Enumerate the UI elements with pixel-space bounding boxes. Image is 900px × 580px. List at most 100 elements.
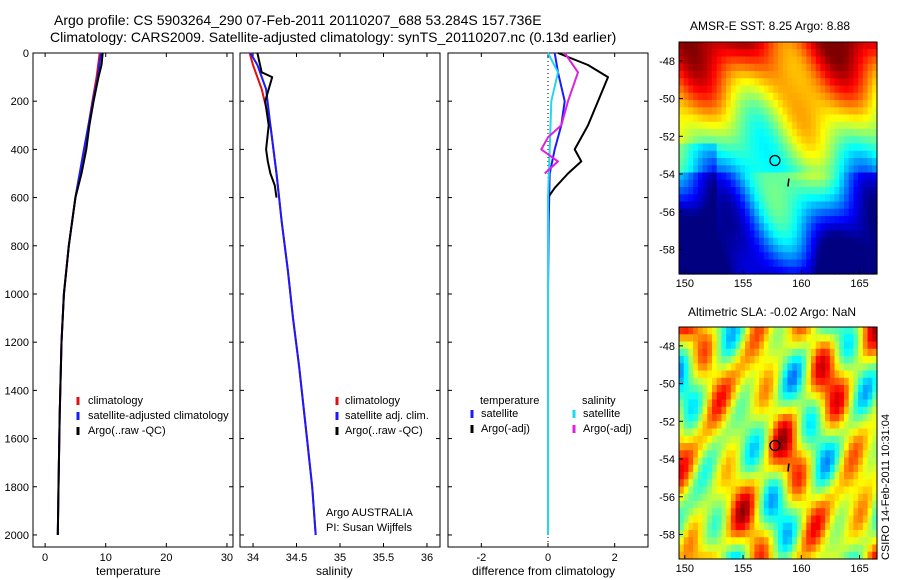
map-cell <box>834 223 840 232</box>
map-cell <box>792 551 798 560</box>
map-cell <box>811 259 817 268</box>
map-cell <box>811 472 817 480</box>
map-cell <box>834 165 840 174</box>
x-tick-label: 165 <box>850 563 868 575</box>
map-cell <box>872 179 878 188</box>
map-cell <box>683 71 690 79</box>
map-cell <box>730 551 737 560</box>
map-cell <box>749 201 756 210</box>
map-cell <box>806 515 812 524</box>
map-cell <box>749 172 756 181</box>
map-cell <box>768 370 774 379</box>
map-cell <box>712 49 718 58</box>
map-cell <box>853 406 859 415</box>
map-cell <box>735 216 741 224</box>
map-cell <box>716 544 723 553</box>
map-cell <box>782 406 789 415</box>
map-cell <box>726 56 732 65</box>
map-cell <box>834 334 840 343</box>
map-cell <box>683 414 690 422</box>
map-cell <box>735 237 741 246</box>
map-cell <box>740 399 746 408</box>
map-cell <box>721 472 727 480</box>
map-cell <box>853 143 859 152</box>
map-cell <box>839 172 845 181</box>
map-cell <box>820 136 826 145</box>
map-cell <box>763 348 770 357</box>
map-cell <box>796 334 803 343</box>
map-cell <box>867 515 873 524</box>
map-cell <box>858 230 864 239</box>
map-cell <box>811 150 817 159</box>
map-cell <box>820 443 826 451</box>
map-cell <box>862 194 869 203</box>
map-cell <box>688 100 694 108</box>
map-cell <box>782 172 789 181</box>
map-cell <box>726 63 732 72</box>
map-cell <box>806 266 812 275</box>
map-cell <box>716 464 723 473</box>
map-cell <box>707 208 713 217</box>
map-cell <box>763 223 770 232</box>
map-cell <box>768 472 774 480</box>
map-cell <box>726 501 732 509</box>
map-cell <box>740 421 746 430</box>
map-cell <box>853 245 859 253</box>
map-cell <box>726 399 732 408</box>
map-cell <box>848 479 855 488</box>
map-cell <box>716 230 723 239</box>
map-cell <box>726 49 732 58</box>
map-cell <box>825 370 831 379</box>
map-cell <box>867 544 873 553</box>
map-cell <box>778 266 784 275</box>
map-cell <box>773 443 779 451</box>
map-cell <box>796 158 803 166</box>
map-cell <box>707 450 713 459</box>
map-cell <box>825 508 831 517</box>
map-cell <box>679 172 685 181</box>
map-cell <box>721 143 727 152</box>
map-cell <box>712 472 718 480</box>
map-cell <box>872 515 878 524</box>
map-cell <box>862 414 869 422</box>
map-cell <box>683 450 690 459</box>
map-cell <box>782 114 789 123</box>
map-cell <box>693 435 699 444</box>
map-cell <box>825 114 831 123</box>
map-cell <box>848 363 855 372</box>
map-cell <box>862 107 869 116</box>
map-cell <box>844 78 850 87</box>
map-cell <box>716 341 723 350</box>
map-cell <box>782 356 789 364</box>
y-tick-label: -48 <box>659 341 675 353</box>
map-cell <box>867 201 873 210</box>
map-cell <box>726 194 732 203</box>
map-cell <box>740 370 746 379</box>
map-cell <box>834 435 840 444</box>
map-cell <box>754 216 760 224</box>
map-cell <box>745 172 751 181</box>
map-cell <box>768 406 774 415</box>
map-cell <box>735 457 741 466</box>
map-cell <box>872 71 878 79</box>
map-cell <box>749 143 756 152</box>
map-cell <box>707 508 713 517</box>
map-cell <box>702 172 708 181</box>
map-cell <box>853 508 859 517</box>
map-cell <box>693 121 699 130</box>
map-cell <box>773 493 779 502</box>
map-cell <box>834 522 840 531</box>
map-cell <box>697 544 704 553</box>
map-cell <box>839 406 845 415</box>
map-cell <box>815 56 822 65</box>
map-cell <box>844 49 850 58</box>
map-cell <box>796 187 803 195</box>
map-cell <box>726 259 732 268</box>
map-cell <box>735 259 741 268</box>
map-cell <box>773 63 779 72</box>
map-cell <box>853 348 859 357</box>
map-cell <box>872 107 878 116</box>
map-cell <box>702 334 708 343</box>
map-cell <box>740 129 746 137</box>
map-cell <box>763 121 770 130</box>
